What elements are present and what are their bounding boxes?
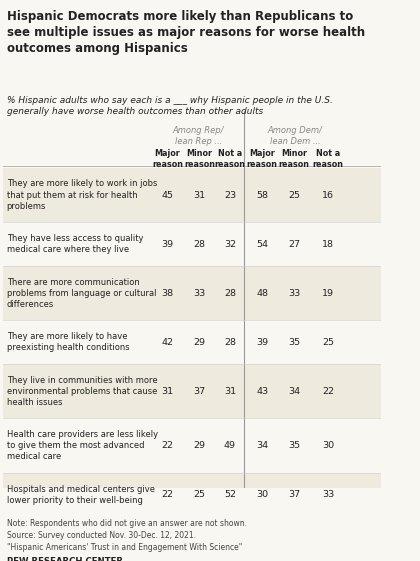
Text: 49: 49: [224, 441, 236, 450]
Text: % Hispanic adults who say each is a ___ why Hispanic people in the U.S.
generall: % Hispanic adults who say each is a ___ …: [7, 96, 333, 116]
Text: 32: 32: [224, 240, 236, 249]
Text: 30: 30: [256, 490, 268, 499]
Text: 54: 54: [256, 240, 268, 249]
Text: 28: 28: [194, 240, 206, 249]
Text: 34: 34: [256, 441, 268, 450]
Text: 33: 33: [288, 288, 300, 298]
Text: 25: 25: [194, 490, 206, 499]
Text: Note: Respondents who did not give an answer are not shown.
Source: Survey condu: Note: Respondents who did not give an an…: [7, 519, 247, 551]
Text: 37: 37: [288, 490, 300, 499]
Text: 23: 23: [224, 191, 236, 200]
Text: 35: 35: [288, 441, 300, 450]
Text: They have less access to quality
medical care where they live: They have less access to quality medical…: [7, 234, 143, 254]
Text: 27: 27: [288, 240, 300, 249]
Text: 52: 52: [224, 490, 236, 499]
Text: 22: 22: [161, 490, 173, 499]
Text: 42: 42: [161, 338, 173, 347]
Text: 58: 58: [256, 191, 268, 200]
Text: 28: 28: [224, 338, 236, 347]
Text: 31: 31: [224, 387, 236, 396]
Text: 48: 48: [256, 288, 268, 298]
Text: 34: 34: [288, 387, 300, 396]
Text: 37: 37: [194, 387, 206, 396]
Text: 33: 33: [322, 490, 334, 499]
Text: 25: 25: [322, 338, 334, 347]
Text: 45: 45: [161, 191, 173, 200]
Text: Hispanic Democrats more likely than Republicans to
see multiple issues as major : Hispanic Democrats more likely than Repu…: [7, 10, 365, 55]
Text: 29: 29: [194, 338, 206, 347]
Text: Health care providers are less likely
to give them the most advanced
medical car: Health care providers are less likely to…: [7, 430, 158, 461]
Text: Among Dem/
lean Dem ...: Among Dem/ lean Dem ...: [268, 126, 323, 145]
Text: 19: 19: [322, 288, 334, 298]
Text: Among Rep/
lean Rep ...: Among Rep/ lean Rep ...: [173, 126, 224, 145]
Text: 25: 25: [288, 191, 300, 200]
Text: They are more likely to work in jobs
that put them at risk for health
problems: They are more likely to work in jobs tha…: [7, 180, 157, 210]
Text: Major
reason: Major reason: [247, 149, 278, 169]
Text: PEW RESEARCH CENTER: PEW RESEARCH CENTER: [7, 557, 123, 561]
FancyBboxPatch shape: [3, 364, 381, 419]
Text: 30: 30: [322, 441, 334, 450]
Text: 31: 31: [161, 387, 173, 396]
Text: 18: 18: [322, 240, 334, 249]
Text: 29: 29: [194, 441, 206, 450]
Text: 39: 39: [161, 240, 173, 249]
Text: There are more communication
problems from language or cultural
differences: There are more communication problems fr…: [7, 278, 156, 309]
Text: 22: 22: [161, 441, 173, 450]
Text: 39: 39: [256, 338, 268, 347]
FancyBboxPatch shape: [3, 473, 381, 517]
Text: 28: 28: [224, 288, 236, 298]
Text: Hospitals and medical centers give
lower priority to their well-being: Hospitals and medical centers give lower…: [7, 485, 155, 505]
Text: Minor
reason: Minor reason: [184, 149, 215, 169]
Text: Minor
reason: Minor reason: [279, 149, 310, 169]
FancyBboxPatch shape: [3, 168, 381, 222]
Text: 38: 38: [161, 288, 173, 298]
Text: They are more likely to have
preexisting health conditions: They are more likely to have preexisting…: [7, 332, 129, 352]
FancyBboxPatch shape: [3, 266, 381, 320]
Text: Not a
reason: Not a reason: [313, 149, 344, 169]
Text: 35: 35: [288, 338, 300, 347]
Text: Major
reason: Major reason: [152, 149, 183, 169]
Text: Not a
reason: Not a reason: [215, 149, 245, 169]
Text: 31: 31: [194, 191, 206, 200]
Text: 33: 33: [194, 288, 206, 298]
Text: They live in communities with more
environmental problems that cause
health issu: They live in communities with more envir…: [7, 376, 157, 407]
Text: 16: 16: [322, 191, 334, 200]
Text: 22: 22: [322, 387, 334, 396]
Text: 43: 43: [256, 387, 268, 396]
